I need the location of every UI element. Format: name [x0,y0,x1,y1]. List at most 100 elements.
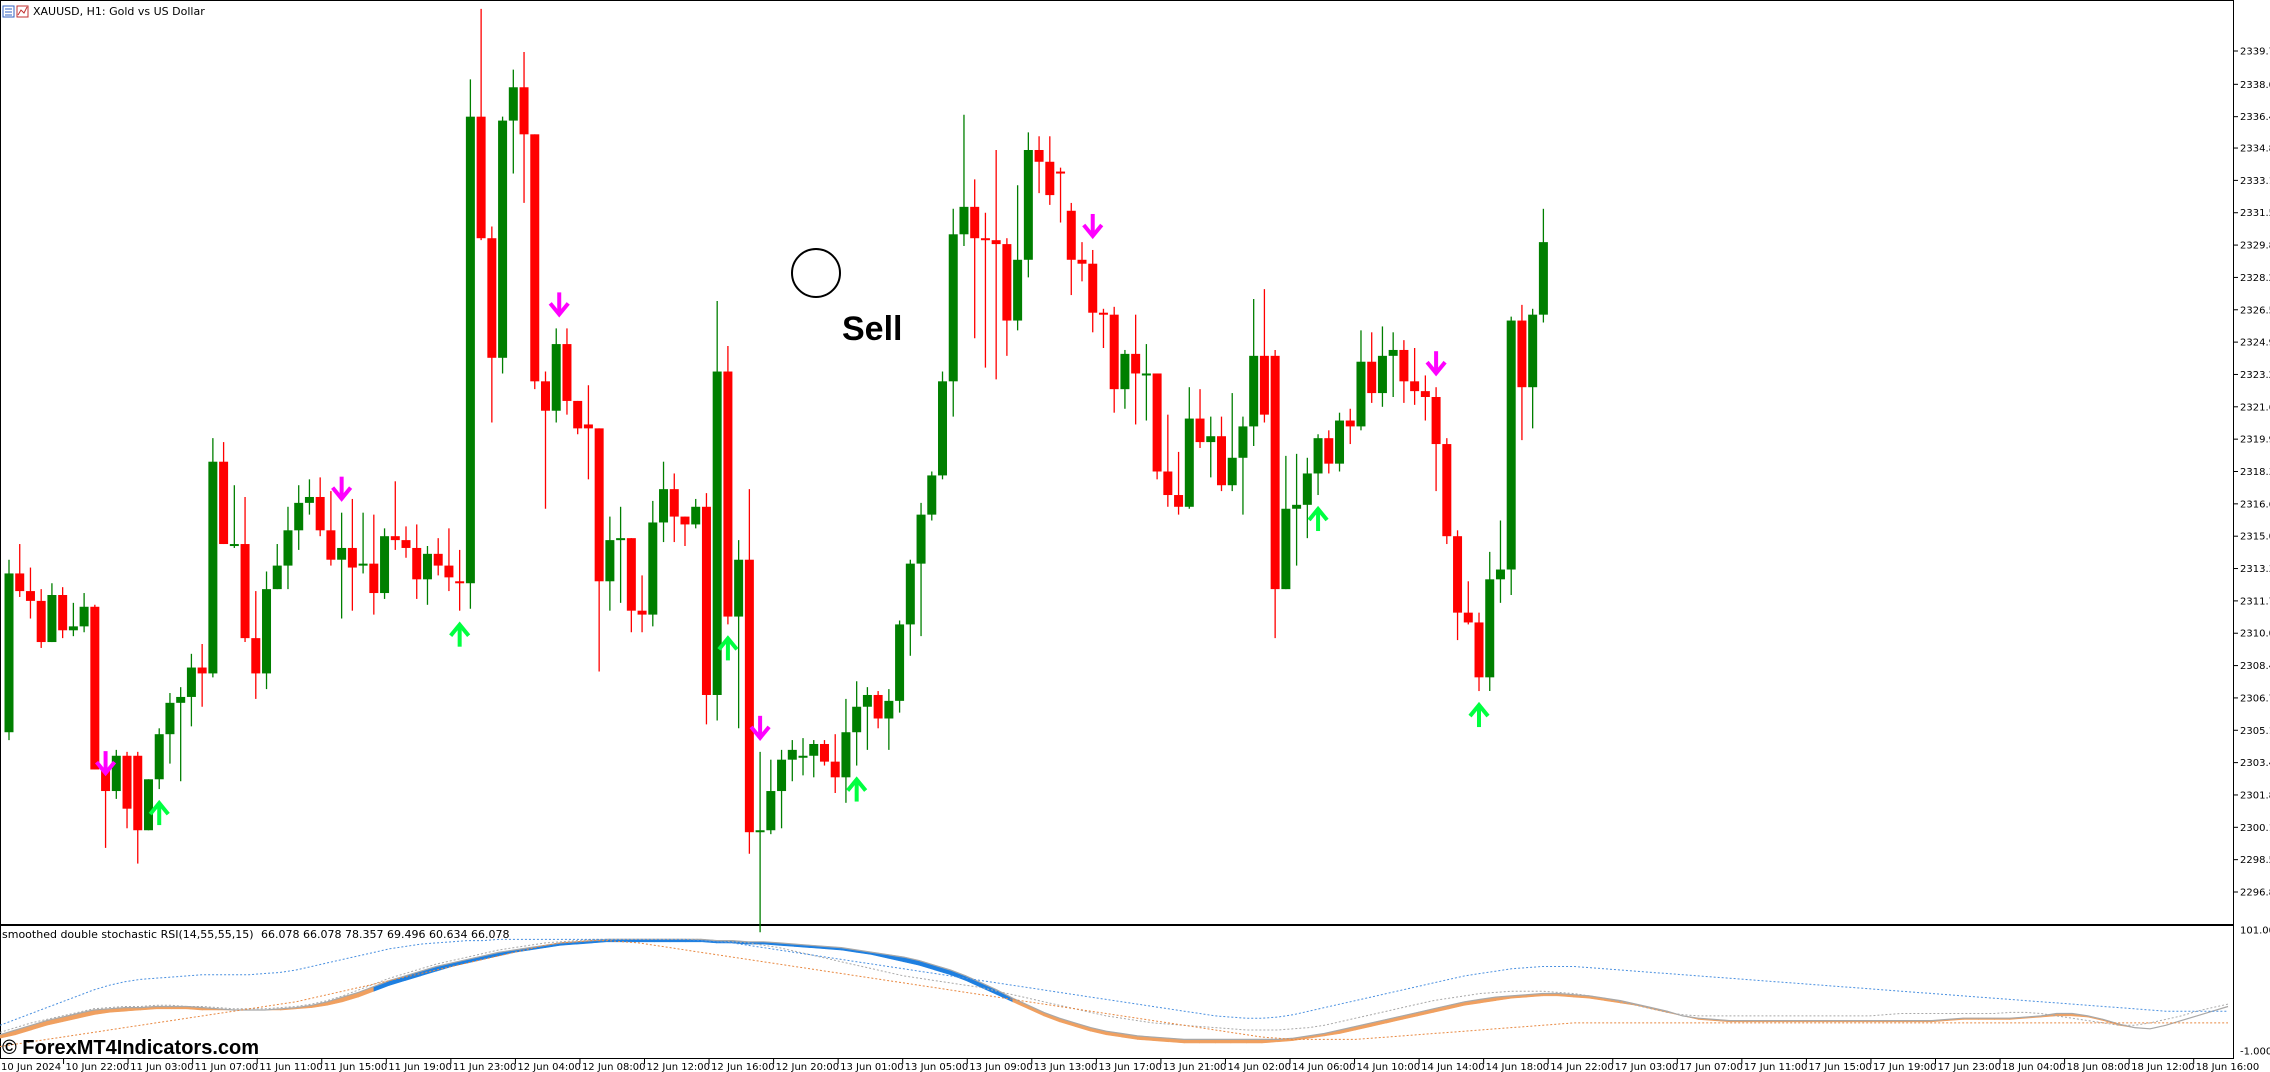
candle-body [1485,579,1495,678]
candle-body [294,502,304,531]
candle [422,545,432,605]
candle-body [1302,473,1312,505]
candle-body [980,238,990,241]
candle [594,428,604,672]
candle-body [787,749,797,760]
candle [1485,551,1495,692]
candle [648,500,658,627]
price-tick-label: 2323.25 [2240,370,2270,381]
candle-body [1034,149,1044,162]
candle-body [626,538,636,611]
candle-body [369,563,379,594]
price-tick-label: 2324.90 [2240,338,2270,349]
candle [47,583,57,643]
candle-body [562,344,572,401]
candle [980,212,990,368]
candle-body [541,381,550,411]
candle [283,506,293,590]
candle-body [938,381,948,476]
candle [262,571,272,690]
candle [1495,520,1505,603]
candle [79,593,89,633]
indicator-axis: 101.000 -1.000 [2240,926,2270,1058]
candle [541,371,550,509]
price-tick-label: 2338.05 [2240,80,2270,91]
candle [573,400,583,435]
candle [766,759,776,835]
candle [272,544,282,590]
buy-arrow-icon-head [148,799,170,816]
candle [1023,132,1033,278]
candle [734,540,744,729]
candle-body [991,240,1001,245]
candle [691,498,701,529]
candle-body [1077,259,1087,264]
candle [1088,249,1098,333]
candle [755,751,765,933]
time-tick-label: 18 Jun 16:00 [2196,1062,2260,1072]
chart-window-icon[interactable] [2,5,15,18]
candle [358,512,368,574]
candle [1410,347,1420,405]
candle-body [1335,420,1345,464]
rsi-upper-band [0,938,2228,1026]
candle-body [1453,536,1463,613]
candle-body [852,706,862,733]
sell-arrow-icon [331,476,353,502]
candle-body [47,595,57,643]
candle [809,740,819,778]
price-tick-label: 2328.20 [2240,273,2270,284]
candle-body [476,116,486,239]
candle-body [1109,314,1119,390]
candle [487,226,497,423]
candle [143,779,153,831]
candle-body [723,371,733,617]
candle-body [1463,612,1473,623]
price-tick-label: 2311.70 [2240,596,2270,607]
candle-body [390,536,400,541]
candle-body [530,134,540,382]
candle [315,477,325,537]
sell-signal-highlight-circle [791,248,841,298]
time-tick-label: 18 Jun 12:00 [2131,1062,2195,1072]
candle-body [208,461,218,674]
candle [455,549,465,611]
time-tick-label: 10 Jun 2024 [1,1062,61,1072]
candle [787,740,797,782]
candle [852,681,862,766]
time-tick-label: 14 Jun 22:00 [1550,1062,1614,1072]
candle [1399,340,1409,403]
candle [1216,416,1226,492]
candle [1227,393,1237,492]
candle-body [68,626,78,631]
candle [777,749,787,829]
sell-arrow-icon [95,751,117,777]
candle [133,751,143,864]
candle [208,438,218,678]
candle [626,538,636,633]
candle [959,114,969,247]
candle [1420,375,1430,421]
candle [1517,304,1527,441]
candle [1453,530,1463,641]
candle [25,567,35,619]
candle [884,689,894,750]
indicator-icon[interactable] [16,5,29,18]
candle [251,591,261,699]
candle [68,602,78,637]
candle-body [133,755,143,831]
candle [701,493,711,725]
candle [508,69,518,174]
price-tick-label: 2303.45 [2240,758,2270,769]
sell-annotation: Sell [842,310,902,348]
candle-body [959,206,969,235]
candle-body [648,522,658,615]
candle [616,506,626,603]
candle [1431,387,1441,492]
price-tick-label: 2339.75 [2240,47,2270,58]
candle [873,691,883,729]
candle-body [25,591,35,601]
candle [337,512,347,619]
candle-body [101,769,111,792]
price-tick-label: 2300.15 [2240,823,2270,834]
